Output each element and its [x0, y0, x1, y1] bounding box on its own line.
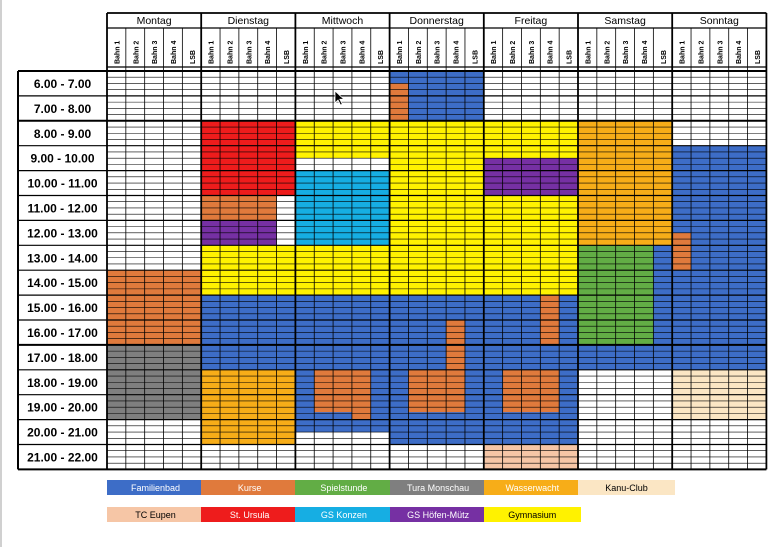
lane-header: Bahn 4 — [454, 41, 461, 64]
lane-header: LSB — [755, 50, 762, 64]
schedule-block-kurse — [408, 369, 465, 413]
lane-header: Bahn 1 — [680, 41, 687, 64]
legend-item-gskonzen: GS Konzen — [295, 507, 393, 522]
day-header: Dienstag — [228, 15, 270, 27]
legend-item-tceupen: TC Eupen — [107, 507, 204, 522]
day-header: Samstag — [604, 15, 646, 27]
lane-header: Bahn 2 — [416, 41, 423, 64]
lane-header: Bahn 2 — [510, 41, 517, 64]
lane-header: Bahn 1 — [209, 41, 216, 64]
lane-header: LSB — [567, 50, 574, 64]
lane-header: Bahn 4 — [359, 41, 366, 64]
lane-header: LSB — [378, 50, 385, 64]
lane-header: Bahn 1 — [303, 41, 310, 64]
lane-header: Bahn 3 — [246, 41, 253, 64]
lane-header: Bahn 3 — [435, 41, 442, 64]
lane-header: Bahn 1 — [114, 41, 121, 64]
lane-header: LSB — [472, 50, 479, 64]
day-header: Donnerstag — [410, 15, 464, 27]
time-label: 9.00 - 10.00 — [30, 152, 94, 166]
time-label: 17.00 - 18.00 — [27, 351, 98, 365]
lane-header: Bahn 3 — [341, 41, 348, 64]
legend-item-kurse: Kurse — [201, 480, 299, 495]
lane-header: Bahn 3 — [529, 41, 536, 64]
lane-header: Bahn 4 — [171, 41, 178, 64]
legend-item-ursula: St. Ursula — [201, 507, 299, 522]
legend-item-gshoefen: GS Höfen-Mütz — [389, 507, 487, 522]
time-label: 13.00 - 14.00 — [27, 251, 98, 265]
day-header: Freitag — [515, 15, 548, 27]
lane-header: LSB — [661, 50, 668, 64]
mouse-pointer-icon — [334, 90, 346, 106]
legend-item-tura: Tura Monschau — [389, 480, 487, 495]
lane-header: Bahn 3 — [717, 41, 724, 64]
lane-header: LSB — [284, 50, 291, 64]
lane-header: Bahn 4 — [736, 41, 743, 64]
lane-header: Bahn 1 — [491, 41, 498, 64]
lane-header: Bahn 1 — [397, 41, 404, 64]
time-label: 12.00 - 13.00 — [27, 226, 98, 240]
time-label: 21.00 - 22.00 — [27, 450, 98, 464]
time-label: 15.00 - 16.00 — [27, 301, 98, 315]
legend-item-familienbad: Familienbad — [107, 480, 204, 495]
lane-header: Bahn 2 — [227, 41, 234, 64]
time-label: 10.00 - 11.00 — [27, 177, 97, 191]
day-header: Montag — [137, 15, 172, 27]
time-label: 16.00 - 17.00 — [27, 326, 98, 340]
legend-item-wasserwacht: Wasserwacht — [483, 480, 581, 495]
lane-header: Bahn 4 — [265, 41, 272, 64]
lane-header: Bahn 1 — [585, 41, 592, 64]
legend-item-gymnasium: Gymnasium — [483, 507, 581, 522]
day-header: Mittwoch — [322, 15, 364, 27]
lane-header: Bahn 2 — [322, 41, 329, 64]
day-header: Sonntag — [700, 15, 739, 27]
time-label: 8.00 - 9.00 — [34, 127, 92, 141]
time-label: 18.00 - 19.00 — [27, 376, 98, 390]
lane-header: Bahn 2 — [133, 41, 140, 64]
lane-header: Bahn 2 — [604, 41, 611, 64]
time-label: 14.00 - 15.00 — [27, 276, 98, 290]
time-label: 20.00 - 21.00 — [27, 426, 98, 440]
lane-header: LSB — [190, 50, 197, 64]
schedule-block-kurse — [502, 369, 560, 413]
lane-header: Bahn 4 — [642, 41, 649, 64]
lane-header: Bahn 3 — [152, 41, 159, 64]
time-label: 7.00 - 8.00 — [34, 102, 92, 116]
legend-item-kanu: Kanu-Club — [578, 480, 675, 495]
time-label: 11.00 - 12.00 — [27, 201, 97, 215]
time-label: 6.00 - 7.00 — [34, 77, 92, 91]
legend-item-spielstunde: Spielstunde — [295, 480, 393, 495]
window-left-edge — [0, 0, 2, 547]
lane-header: Bahn 2 — [698, 41, 705, 64]
lane-header: Bahn 4 — [548, 41, 555, 64]
lane-header: Bahn 3 — [623, 41, 630, 64]
time-label: 19.00 - 20.00 — [27, 401, 98, 415]
